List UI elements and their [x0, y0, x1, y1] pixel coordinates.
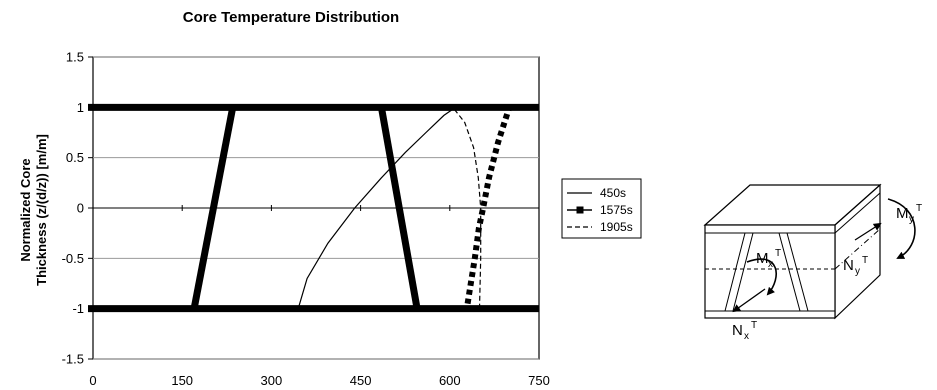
- svg-text:N: N: [843, 257, 854, 274]
- core-structure-lines: [88, 103, 539, 313]
- y-tick-label-0: 1.5: [66, 50, 84, 65]
- x-tick-label-3: 450: [350, 373, 372, 388]
- svg-text:x: x: [744, 331, 749, 342]
- svg-text:x: x: [768, 259, 773, 270]
- core-web-left: [724, 232, 754, 312]
- panel-front-face: [704, 224, 836, 319]
- y-tick-label-6: -1.5: [62, 352, 84, 367]
- core-web-right: [778, 232, 809, 312]
- mid-plane-side-line: [834, 228, 881, 270]
- svg-text:y: y: [909, 214, 914, 225]
- force-y-arrow: [854, 222, 882, 241]
- legend-marker-1575s: [576, 206, 584, 214]
- force-x-label: N x T: [732, 320, 757, 342]
- moment-x-arrow: [746, 258, 777, 296]
- svg-text:M: M: [756, 250, 769, 267]
- force-x-arrow: [732, 288, 766, 313]
- legend-label-450s: 450s: [600, 186, 626, 200]
- y-tick-label-5: -1: [72, 301, 84, 316]
- x-tick-label-0: 0: [89, 373, 96, 388]
- y-axis: 1.5 1 0.5 0 -0.5 -1 -1.5: [62, 50, 93, 367]
- svg-text:y: y: [855, 266, 860, 277]
- series-450s-line: [297, 106, 457, 309]
- force-y-label: N y T: [843, 255, 868, 277]
- series-1575s-line: [464, 106, 513, 305]
- x-tick-label-2: 300: [261, 373, 283, 388]
- moment-y-arrow: [887, 198, 916, 259]
- x-tick-label-4: 600: [439, 373, 461, 388]
- temperature-chart: Core Temperature Distribution Normalized…: [18, 9, 550, 388]
- y-tick-label-2: 0.5: [66, 150, 84, 165]
- moment-x-label: M x T: [756, 248, 781, 270]
- y-tick-label-4: -0.5: [62, 251, 84, 266]
- series-layer: [297, 106, 513, 309]
- core-wall-line-0: [190, 106, 237, 310]
- legend-box: [561, 178, 642, 239]
- core-wall-line-1: [377, 106, 421, 310]
- moment-y-label: M y T: [896, 203, 922, 225]
- svg-text:M: M: [896, 205, 909, 222]
- legend-label-1575s: 1575s: [600, 203, 633, 217]
- top-face-sheet-side-line: [834, 192, 881, 234]
- x-axis: 0 150 300 450 600 750: [89, 205, 550, 388]
- svg-text:T: T: [916, 203, 922, 214]
- y-tick-label-3: 0: [77, 201, 84, 216]
- series-1905s-line: [452, 106, 482, 309]
- x-tick-label-1: 150: [171, 373, 193, 388]
- sandwich-panel-diagram: M x T N x T M y T N y T: [703, 183, 922, 342]
- legend-label-1905s: 1905s: [600, 220, 633, 234]
- y-axis-label: Normalized Core Thickness (z/(d/z)) [m/m…: [18, 134, 49, 286]
- svg-text:T: T: [862, 255, 868, 266]
- y-axis-label-line-1: Normalized Core: [18, 158, 33, 261]
- legend: 450s 1575s 1905s: [561, 178, 642, 239]
- x-tick-label-5: 750: [528, 373, 550, 388]
- svg-text:N: N: [732, 322, 743, 339]
- chart-title: Core Temperature Distribution: [183, 9, 399, 26]
- svg-text:T: T: [751, 320, 757, 331]
- y-tick-label-1: 1: [77, 100, 84, 115]
- svg-text:T: T: [775, 248, 781, 259]
- y-axis-label-line-2: Thickness (z/(d/z)) [m/m]: [34, 134, 49, 286]
